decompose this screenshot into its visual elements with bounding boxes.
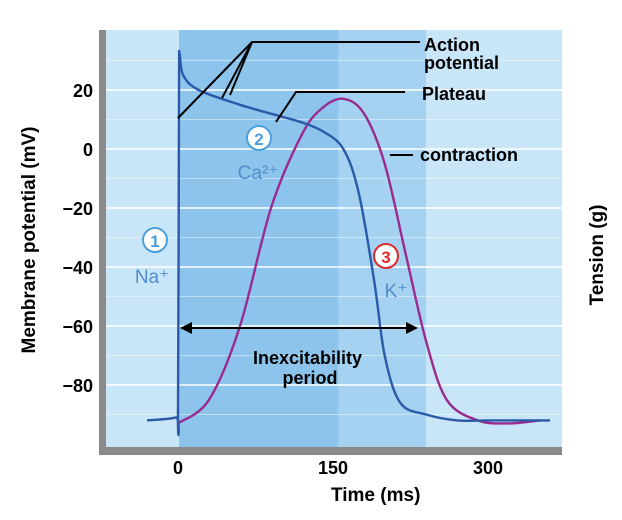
ion-2-circle — [246, 125, 272, 151]
curves — [146, 49, 550, 437]
ion-2-label: Ca²⁺ — [238, 163, 279, 184]
action-potential-label-line2: potential — [424, 53, 499, 73]
x-tick-label-0: 0 — [173, 458, 183, 478]
x-tick-label-1: 150 — [318, 458, 348, 478]
right-axis-label: Tension (g) — [587, 204, 608, 306]
inexcitability-label: Inexcitability period — [253, 348, 367, 388]
plateau-leader — [275, 91, 405, 123]
y-tick-label-1: 0 — [83, 140, 93, 160]
action-potential-leader-branch-a — [221, 41, 253, 99]
action-potential-label: Action potential — [424, 35, 499, 73]
inexcitability-label-line1: Inexcitability — [253, 348, 362, 368]
contraction-label: contraction — [420, 145, 518, 165]
tension-curve — [177, 97, 540, 425]
ion-1-circle — [142, 227, 168, 253]
inexcitability-arrowhead-right — [406, 322, 418, 334]
y-tick-label-2: −20 — [62, 199, 93, 219]
y-axis-label: Membrane potential (mV) — [19, 126, 40, 354]
inexcitability-label-line2: period — [282, 368, 337, 388]
ion-2-number: 2 — [254, 130, 263, 149]
tick-labels: 20 0 −20 −40 −60 −80 0 150 300 — [62, 81, 503, 478]
x-tick-label-2: 300 — [473, 458, 503, 478]
ion-3-number: 3 — [381, 248, 390, 267]
y-tick-label-5: −80 — [62, 376, 93, 396]
inexcitability-arrowhead-left — [180, 322, 192, 334]
y-tick-label-0: 20 — [73, 81, 93, 101]
annotations: Action potential Plateau contraction Ine… — [135, 35, 518, 388]
shade-region-2 — [179, 30, 339, 447]
ion-3-label: K⁺ — [385, 281, 408, 302]
action-potential-leader-branch-b — [229, 41, 253, 96]
plateau-label: Plateau — [422, 84, 486, 104]
y-tick-label-4: −60 — [62, 317, 93, 337]
ion-1-label: Na⁺ — [135, 267, 169, 288]
gridlines — [106, 60, 562, 415]
x-axis-label: Time (ms) — [331, 485, 421, 506]
ion-3-circle — [373, 243, 399, 269]
ion-1-number: 1 — [150, 232, 159, 251]
y-tick-label-3: −40 — [62, 258, 93, 278]
action-potential-label-line1: Action — [424, 35, 480, 55]
action-potential-curve — [146, 49, 550, 437]
